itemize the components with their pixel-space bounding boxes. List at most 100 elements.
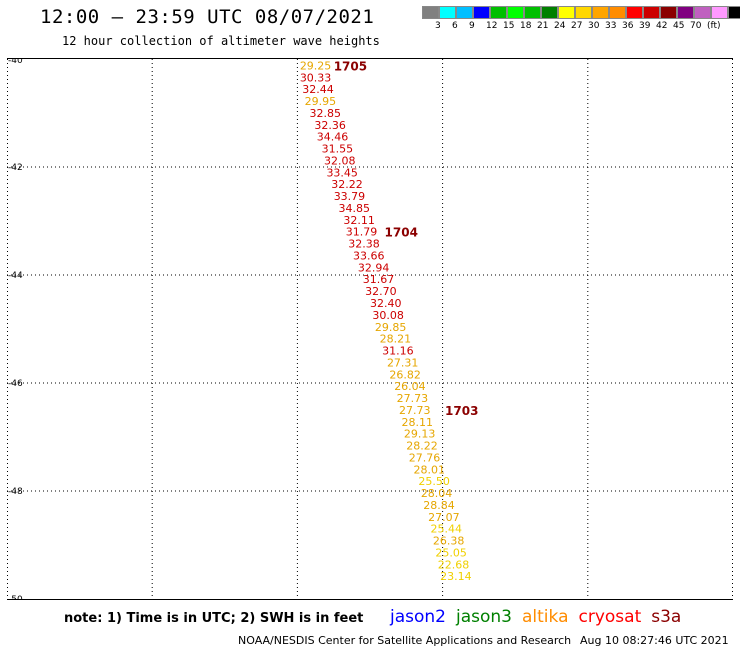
- wave-height-value: 32.40: [370, 297, 402, 310]
- wave-height-value: 27.31: [387, 356, 419, 369]
- color-legend: 3 6 9 12 15 18 21 24 27 30 33 36 39 42 45 70 (ft): [422, 6, 740, 35]
- legend-swatch: [456, 6, 473, 19]
- satellite-cryosat: cryosat: [578, 607, 642, 627]
- legend-swatch: [711, 6, 728, 19]
- wave-height-value: 25.05: [435, 546, 467, 559]
- satellite-jason2: jason2: [390, 607, 446, 627]
- wave-height-value: 22.68: [438, 558, 470, 571]
- legend-label: 21: [537, 21, 549, 31]
- map-title: 12:00 — 23:59 UTC 08/07/2021: [40, 6, 375, 28]
- legend-swatch: [473, 6, 490, 19]
- wave-height-value: 32.70: [365, 285, 397, 298]
- wave-height-value: 32.22: [331, 178, 363, 191]
- legend-label: 18: [520, 21, 532, 31]
- wave-height-value: 29.85: [375, 321, 407, 334]
- map-panel: 757881848790-40-42-44-46-48-5029.2530.33…: [7, 58, 733, 600]
- legend-label: 39: [639, 21, 651, 31]
- legend-swatch: [694, 6, 711, 19]
- legend-swatch: [677, 6, 694, 19]
- map-subtitle: 12 hour collection of altimeter wave hei…: [62, 34, 380, 48]
- legend-label: 6: [452, 21, 458, 31]
- legend-swatch: [643, 6, 660, 19]
- wave-height-value: 28.21: [380, 333, 412, 346]
- y-tick-label: -46: [8, 379, 23, 389]
- legend-swatch: [439, 6, 456, 19]
- wave-height-value: 27.73: [397, 392, 429, 405]
- wave-height-value: 23.14: [440, 570, 472, 583]
- generated-timestamp: Aug 10 08:27:46 UTC 2021: [580, 634, 729, 647]
- legend-label: 24: [554, 21, 566, 31]
- wave-height-value: 32.11: [343, 214, 375, 227]
- wave-height-value: 32.94: [358, 261, 390, 274]
- wave-height-value: 29.13: [404, 428, 436, 441]
- y-tick-label: -44: [8, 271, 23, 281]
- legend-swatch: [490, 6, 507, 19]
- wave-height-value: 27.76: [409, 451, 441, 464]
- wave-height-value: 31.67: [363, 273, 395, 286]
- credit-line: NOAA/NESDIS Center for Satellite Applica…: [238, 634, 572, 647]
- satellite-legend: jason2 jason3 altika cryosat s3a: [390, 607, 691, 627]
- wave-height-value: 33.79: [334, 190, 366, 203]
- legend-label: 30: [588, 21, 600, 31]
- wave-height-value: 27.73: [399, 404, 431, 417]
- satellite-jason3: jason3: [456, 607, 512, 627]
- wave-height-value: 29.25: [300, 59, 332, 72]
- legend-swatches: [422, 6, 740, 19]
- wave-height-value: 28.11: [401, 416, 433, 429]
- legend-swatch: [422, 6, 439, 19]
- legend-label: 42: [656, 21, 668, 31]
- y-tick-label: -40: [8, 59, 23, 66]
- wave-height-value: 32.38: [348, 238, 380, 251]
- y-tick-label: -50: [8, 595, 23, 599]
- wave-height-value: 28.04: [421, 487, 453, 500]
- wave-height-value: 32.85: [310, 107, 342, 120]
- wave-height-value: 27.07: [428, 511, 460, 524]
- legend-label: 70: [690, 21, 702, 31]
- legend-swatch: [609, 6, 626, 19]
- wave-height-value: 26.82: [389, 368, 421, 381]
- legend-label: 9: [469, 21, 475, 31]
- legend-labels: 3 6 9 12 15 18 21 24 27 30 33 36 39 42 45 70 (ft): [422, 21, 740, 35]
- wave-height-value: 33.45: [326, 166, 358, 179]
- wave-height-value: 26.38: [433, 535, 465, 548]
- pass-id-label: 1705: [334, 59, 367, 73]
- legend-swatch: [592, 6, 609, 19]
- wave-height-value: 32.08: [324, 154, 356, 167]
- legend-label: 36: [622, 21, 634, 31]
- wave-height-value: 31.55: [322, 143, 354, 156]
- wave-height-value: 30.08: [372, 309, 404, 322]
- legend-label: 33: [605, 21, 617, 31]
- legend-label: (ft): [707, 21, 721, 31]
- wave-height-value: 32.44: [302, 83, 334, 96]
- legend-label: 3: [435, 21, 441, 31]
- satellite-s3a: s3a: [651, 607, 682, 627]
- legend-swatch: [541, 6, 558, 19]
- wave-height-value: 29.95: [305, 95, 337, 108]
- wave-height-value: 25.44: [431, 523, 463, 536]
- legend-label: 12: [486, 21, 498, 31]
- wave-height-value: 31.79: [346, 226, 378, 239]
- legend-swatch: [728, 6, 740, 19]
- wave-height-value: 34.46: [317, 131, 349, 144]
- legend-swatch: [660, 6, 677, 19]
- wave-height-value: 25.50: [418, 475, 450, 488]
- pass-id-label: 1703: [445, 404, 478, 418]
- legend-label: 45: [673, 21, 685, 31]
- wave-height-value: 26.04: [394, 380, 426, 393]
- wave-height-value: 28.22: [406, 440, 438, 453]
- wave-height-value: 31.16: [382, 345, 414, 358]
- wave-height-value: 28.01: [414, 463, 446, 476]
- legend-swatch: [507, 6, 524, 19]
- wave-height-value: 30.33: [300, 71, 332, 84]
- legend-label: 27: [571, 21, 583, 31]
- footer-note: note: 1) Time is in UTC; 2) SWH is in fe…: [64, 611, 364, 626]
- legend-swatch: [558, 6, 575, 19]
- y-tick-label: -48: [8, 487, 23, 497]
- wave-height-value: 34.85: [339, 202, 371, 215]
- legend-label: 15: [503, 21, 515, 31]
- legend-swatch: [575, 6, 592, 19]
- y-tick-label: -42: [8, 163, 23, 173]
- wave-height-value: 28.84: [423, 499, 455, 512]
- legend-swatch: [626, 6, 643, 19]
- wave-height-value: 32.36: [314, 119, 346, 132]
